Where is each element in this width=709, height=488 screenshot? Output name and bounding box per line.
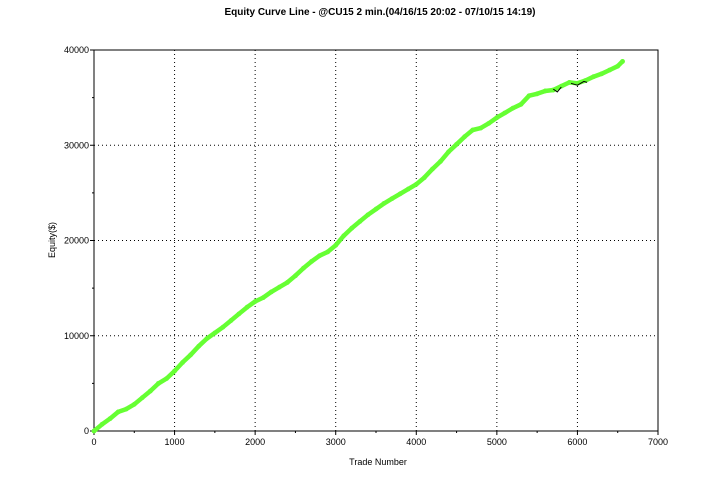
equity-point xyxy=(542,88,548,94)
equity-point xyxy=(558,83,564,89)
x-tick-label: 1000 xyxy=(165,437,185,447)
equity-point xyxy=(381,200,387,206)
equity-point xyxy=(220,324,226,330)
equity-point xyxy=(107,416,113,422)
equity-point xyxy=(260,295,266,301)
equity-point xyxy=(293,273,298,279)
y-tick-label: 10000 xyxy=(64,331,89,341)
equity-point xyxy=(413,181,419,187)
equity-point xyxy=(462,134,468,140)
equity-point xyxy=(550,87,556,93)
equity-point xyxy=(196,343,202,349)
equity-point xyxy=(99,421,105,427)
equity-point xyxy=(115,409,121,415)
equity-point xyxy=(607,67,613,73)
equity-point xyxy=(446,149,451,155)
equity-point xyxy=(430,166,435,172)
equity-point xyxy=(236,311,242,317)
equity-point xyxy=(599,71,604,77)
x-tick-label: 2000 xyxy=(245,437,265,447)
equity-point xyxy=(317,253,322,259)
y-axis-label: Equity($) xyxy=(47,222,57,258)
equity-point xyxy=(349,225,355,231)
equity-point xyxy=(172,368,177,374)
x-tick-label: 4000 xyxy=(406,437,426,447)
y-tick-label: 30000 xyxy=(64,140,89,150)
x-axis-ticks: 0 1000 2000 3000 4000 5000 6000 7000 xyxy=(91,431,668,447)
equity-point xyxy=(365,212,371,218)
grid-lines xyxy=(94,50,658,431)
equity-point xyxy=(284,280,290,285)
equity-point xyxy=(252,299,258,304)
drawdown-line xyxy=(570,80,588,86)
equity-point xyxy=(156,380,161,386)
equity-point xyxy=(164,376,169,382)
equity-point xyxy=(454,141,459,147)
equity-point xyxy=(212,330,218,336)
equity-point xyxy=(180,360,186,365)
equity-point xyxy=(309,259,314,264)
equity-point xyxy=(615,63,621,69)
equity-line xyxy=(91,59,625,434)
equity-point xyxy=(510,105,516,111)
equity-point xyxy=(268,289,274,295)
x-tick-label: 0 xyxy=(91,437,96,447)
equity-point xyxy=(478,125,484,131)
equity-point xyxy=(566,79,572,85)
x-tick-label: 6000 xyxy=(567,437,587,447)
equity-point xyxy=(123,406,129,412)
equity-point xyxy=(148,388,153,394)
equity-point xyxy=(421,175,427,181)
equity-point xyxy=(534,91,540,97)
chart-title: Equity Curve Line - @CU15 2 min.(04/16/1… xyxy=(224,7,535,18)
x-tick-label: 3000 xyxy=(326,437,346,447)
equity-point xyxy=(228,318,234,323)
equity-point xyxy=(620,59,625,64)
equity-point xyxy=(333,242,339,248)
equity-point xyxy=(389,196,395,201)
equity-point xyxy=(397,191,403,197)
x-tick-label: 7000 xyxy=(648,437,668,447)
y-axis-ticks: 0 10000 20000 30000 40000 xyxy=(64,45,94,436)
equity-point xyxy=(591,74,596,80)
equity-point xyxy=(301,265,306,271)
y-tick-label: 40000 xyxy=(64,45,89,55)
equity-point xyxy=(204,336,210,342)
equity-point xyxy=(438,159,443,164)
equity-point xyxy=(139,395,145,401)
equity-point xyxy=(373,206,379,212)
equity-point xyxy=(325,249,331,255)
equity-point xyxy=(405,186,411,192)
equity-point xyxy=(131,401,137,407)
equity-point xyxy=(494,115,500,121)
equity-point xyxy=(526,93,532,99)
equity-point xyxy=(518,101,524,107)
equity-point xyxy=(341,233,347,239)
equity-series xyxy=(91,59,625,434)
equity-point xyxy=(276,284,282,290)
drawdown-line xyxy=(553,86,562,93)
equity-point xyxy=(244,304,250,310)
equity-point xyxy=(91,428,97,434)
y-tick-label: 0 xyxy=(84,426,89,436)
x-tick-label: 5000 xyxy=(487,437,507,447)
equity-point xyxy=(470,127,476,133)
equity-point xyxy=(486,120,492,126)
equity-point xyxy=(502,110,508,116)
x-axis-label: Trade Number xyxy=(349,457,407,467)
drawdown-segments xyxy=(553,80,588,93)
y-tick-label: 20000 xyxy=(64,236,89,246)
equity-point xyxy=(188,352,194,358)
equity-point xyxy=(357,219,363,224)
